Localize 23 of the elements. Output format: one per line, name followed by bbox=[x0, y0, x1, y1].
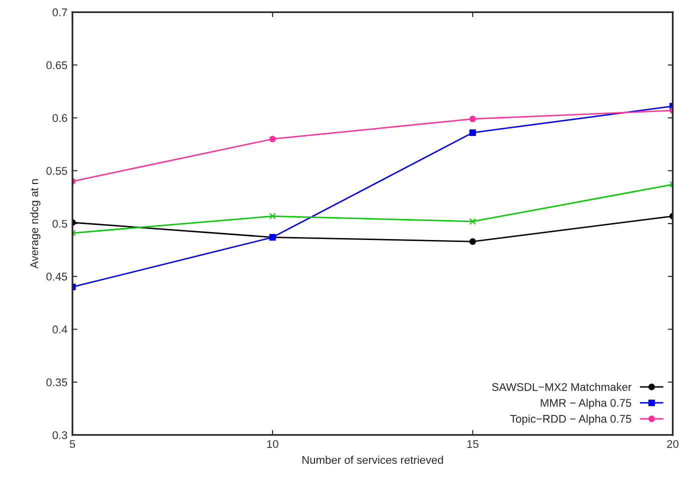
x-tick-label: 20 bbox=[667, 440, 678, 448]
point bbox=[269, 136, 276, 142]
y-tick-label: 0.5 bbox=[52, 220, 68, 228]
y-tick-label: 0.65 bbox=[46, 61, 68, 70]
legend-label: SAWSDL−MX2 Matchmaker bbox=[492, 382, 632, 391]
y-tick-label: 0.6 bbox=[52, 114, 68, 122]
x-tick-label: 5 bbox=[70, 440, 76, 448]
point bbox=[469, 218, 476, 225]
point bbox=[269, 212, 276, 220]
y-tick-label: 0.55 bbox=[46, 166, 68, 175]
legend-label: Topic−RDD − Alpha 0.75 bbox=[510, 414, 632, 425]
x-tick-label: 10 bbox=[267, 440, 278, 448]
x-axis-title: Number of services retrieved bbox=[302, 456, 443, 464]
y-tick-label: 0.3 bbox=[52, 431, 68, 440]
y-tick-label: 0.45 bbox=[46, 272, 68, 281]
point bbox=[469, 116, 476, 122]
x-tick-label: 15 bbox=[467, 440, 478, 448]
y-tick-label: 0.7 bbox=[52, 8, 68, 16]
y-axis-title: Average ndcg at n bbox=[30, 179, 40, 269]
legend-label: MMR − Alpha 0.75 bbox=[540, 398, 632, 410]
y-tick-label: 0.35 bbox=[46, 378, 68, 386]
y-tick-label: 0.4 bbox=[52, 326, 68, 334]
point bbox=[469, 129, 476, 136]
